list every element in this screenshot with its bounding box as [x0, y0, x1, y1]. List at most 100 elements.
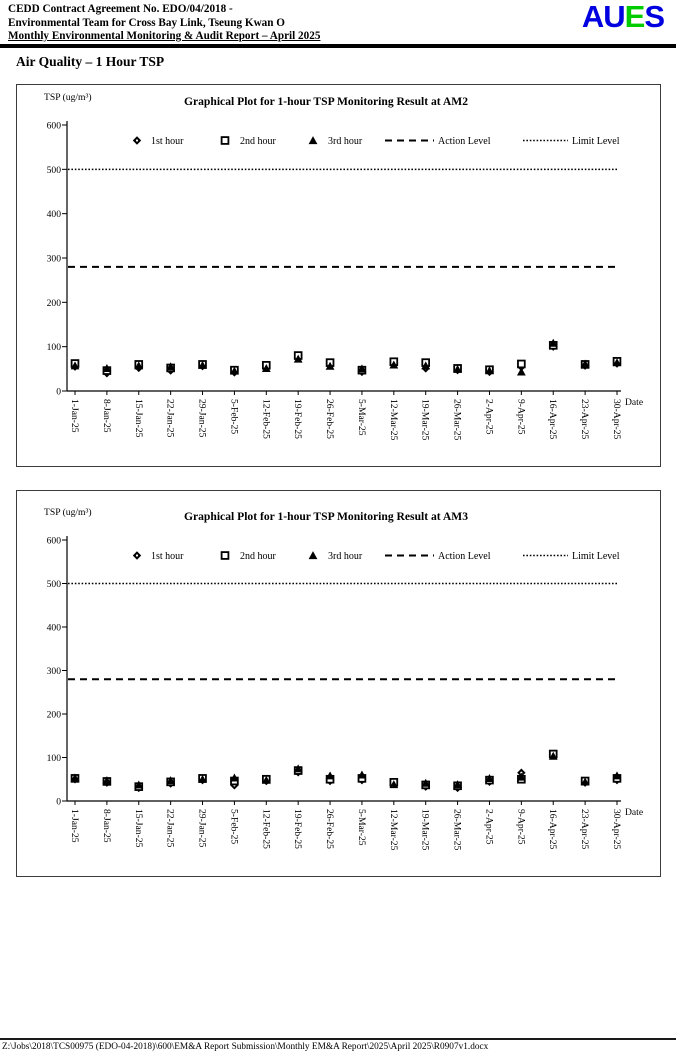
x-tick-label: 5-Mar-25	[356, 399, 367, 436]
header-line-2: Environmental Team for Cross Bay Link, T…	[8, 16, 285, 29]
chart-am2-canvas: Graphical Plot for 1-hour TSP Monitoring…	[44, 92, 643, 441]
legend-label-3rd-hour: 3rd hour	[328, 551, 363, 562]
y-tick-label: 500	[47, 579, 62, 590]
data-point-marker	[421, 778, 431, 787]
legend-label-action-level: Action Level	[438, 551, 491, 562]
x-tick-label: 12-Mar-25	[388, 399, 399, 441]
document-header: CEDD Contract Agreement No. EDO/04/2018 …	[8, 3, 320, 44]
x-tick-label: 15-Jan-25	[133, 399, 144, 438]
x-tick-label: 30-Apr-25	[611, 399, 622, 440]
legend-label-1st-hour: 1st hour	[151, 136, 184, 147]
legend-label-3rd-hour: 3rd hour	[328, 136, 363, 147]
x-tick-label: 5-Feb-25	[228, 399, 239, 434]
y-tick-label: 200	[47, 710, 62, 721]
data-point-marker	[230, 366, 239, 375]
x-tick-label: 29-Jan-25	[197, 809, 208, 848]
data-point-marker	[453, 364, 462, 373]
legend-label-limit-level: Limit Level	[572, 136, 620, 147]
x-tick-label: 5-Mar-25	[356, 809, 367, 846]
x-tick-label: 12-Mar-25	[388, 809, 399, 851]
y-tick-label: 100	[47, 342, 62, 353]
data-point-marker	[421, 361, 431, 370]
data-point-marker	[102, 776, 112, 785]
y-tick-label: 0	[56, 797, 61, 808]
data-point-marker	[135, 554, 139, 557]
x-tick-label: 8-Jan-25	[101, 809, 112, 843]
chart-am3-panel: Graphical Plot for 1-hour TSP Monitoring…	[16, 490, 661, 877]
legend-label-2nd-hour: 2nd hour	[240, 136, 277, 147]
y-tick-label: 0	[56, 387, 61, 398]
x-tick-label: 8-Jan-25	[101, 399, 112, 433]
x-tick-label: 30-Apr-25	[611, 809, 622, 850]
data-point-marker	[485, 366, 494, 375]
data-point-marker	[308, 551, 318, 560]
x-tick-label: 26-Mar-25	[452, 809, 463, 851]
data-point-marker	[612, 771, 622, 780]
x-tick-label: 19-Feb-25	[292, 399, 303, 439]
data-point-marker	[389, 780, 399, 789]
data-point-marker	[548, 751, 558, 760]
data-point-marker	[357, 364, 367, 373]
data-point-marker	[220, 136, 230, 145]
x-tick-label: 22-Jan-25	[165, 809, 176, 848]
y-tick-label: 400	[47, 623, 62, 634]
section-title: Air Quality – 1 Hour TSP	[16, 54, 165, 69]
y-tick-label: 400	[47, 209, 62, 220]
x-tick-label: 16-Apr-25	[547, 809, 558, 850]
y-tick-label: 300	[47, 254, 62, 265]
x-tick-label: 15-Jan-25	[133, 809, 144, 848]
legend-label-1st-hour: 1st hour	[151, 551, 184, 562]
data-point-marker	[261, 363, 271, 372]
data-point-marker	[134, 780, 144, 789]
chart-title: Graphical Plot for 1-hour TSP Monitoring…	[184, 510, 468, 523]
data-point-marker	[325, 771, 335, 780]
data-point-marker	[516, 772, 526, 781]
data-point-marker	[612, 358, 622, 367]
x-tick-label: 9-Apr-25	[515, 809, 526, 845]
x-tick-label: 1-Jan-25	[69, 399, 80, 433]
logo-letter: E	[624, 0, 646, 34]
x-tick-label: 2-Apr-25	[483, 399, 494, 435]
data-point-marker	[102, 363, 112, 372]
data-point-marker	[135, 139, 139, 142]
x-tick-label: 12-Feb-25	[260, 399, 271, 439]
data-point-marker	[261, 775, 271, 784]
aues-logo: AUES	[581, 0, 665, 34]
data-point-marker	[166, 362, 176, 371]
data-point-marker	[516, 367, 526, 376]
data-point-marker	[198, 360, 207, 369]
x-tick-label: 23-Apr-25	[579, 809, 590, 850]
x-tick-label: 26-Mar-25	[452, 399, 463, 441]
data-point-marker	[308, 136, 318, 145]
data-point-marker	[485, 773, 494, 782]
x-tick-label: 26-Feb-25	[324, 399, 335, 439]
footer-file-path: Z:\Jobs\2018\TCS00975 (EDO-04-2018)\600\…	[2, 1042, 489, 1052]
logo-letter: A	[581, 0, 604, 34]
x-tick-label: 5-Feb-25	[228, 809, 239, 844]
header-line-1: CEDD Contract Agreement No. EDO/04/2018 …	[8, 3, 233, 15]
chart-am3-canvas: Graphical Plot for 1-hour TSP Monitoring…	[44, 507, 643, 851]
y-tick-label: 500	[47, 165, 62, 176]
x-tick-label: 26-Feb-25	[324, 809, 335, 849]
y-tick-label: 100	[47, 753, 62, 764]
data-point-marker	[580, 359, 590, 368]
data-point-marker	[230, 773, 239, 782]
x-axis-title: Date	[625, 807, 643, 818]
footer-rule	[0, 1038, 676, 1040]
data-point-marker	[220, 551, 230, 560]
y-axis-unit-label: TSP (ug/m³)	[44, 92, 92, 103]
x-tick-label: 1-Jan-25	[69, 809, 80, 843]
data-point-marker	[293, 764, 303, 773]
data-point-marker	[325, 361, 335, 370]
legend-label-limit-level: Limit Level	[572, 551, 620, 562]
x-axis-title: Date	[625, 397, 643, 408]
header-line-3: Monthly Environmental Monitoring & Audit…	[8, 30, 321, 42]
y-tick-label: 300	[47, 666, 62, 677]
logo-letter: U	[603, 0, 625, 34]
x-tick-label: 16-Apr-25	[547, 399, 558, 440]
y-tick-label: 600	[47, 121, 62, 132]
x-tick-label: 9-Apr-25	[515, 399, 526, 435]
chart-am2-panel: Graphical Plot for 1-hour TSP Monitoring…	[16, 84, 661, 467]
logo-letter: S	[644, 0, 665, 34]
